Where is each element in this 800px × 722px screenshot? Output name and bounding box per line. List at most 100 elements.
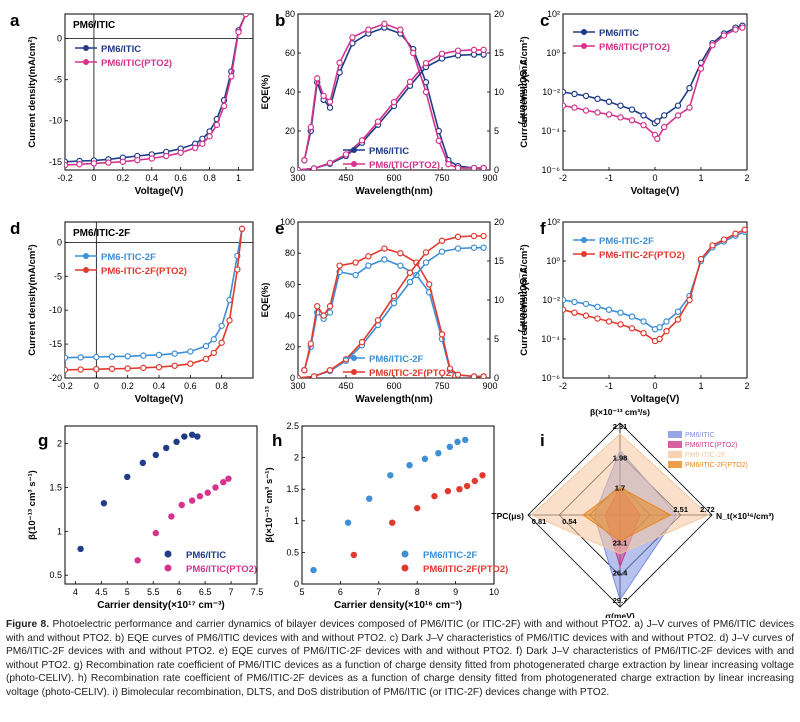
- data-point: [76, 161, 83, 168]
- data-point: [438, 331, 446, 338]
- data-point: [234, 266, 241, 273]
- y-tick-label: 10²: [547, 217, 560, 227]
- legend-swatch-marker: [83, 59, 89, 65]
- data-point: [431, 492, 438, 500]
- data-point: [314, 75, 321, 82]
- data-point: [124, 353, 131, 360]
- panel-h: h 5 6 7 8 9 10 0 0.5 1 1.5 2 2.5 Carrier density(×10¹…: [264, 421, 508, 611]
- x-tick-label: 2: [744, 381, 749, 391]
- data-point: [100, 500, 108, 507]
- data-point: [188, 431, 196, 438]
- data-point: [366, 495, 373, 502]
- data-point: [298, 374, 302, 378]
- data-point: [470, 232, 478, 240]
- y-tick-label: 10⁻⁶: [542, 165, 561, 175]
- data-point: [326, 104, 334, 111]
- data-point: [444, 487, 452, 495]
- data-point: [390, 292, 398, 300]
- data-point: [617, 114, 624, 121]
- x-tick-label: 4: [73, 587, 78, 597]
- y2-tick-label: 5: [494, 334, 499, 344]
- y2-tick-label: 15: [494, 256, 504, 266]
- y2-tick-label: 0: [494, 373, 499, 383]
- legend-label: PM6-ITIC-2F: [101, 252, 156, 263]
- data-point: [438, 248, 446, 255]
- x-tick-label: -0.2: [57, 381, 73, 391]
- data-point: [210, 349, 218, 357]
- data-point: [582, 92, 590, 100]
- y-axis-label: Current density(mA/cm²): [27, 244, 38, 355]
- x-tick-label: 5: [125, 587, 130, 597]
- x-tick-label: 0: [652, 173, 657, 183]
- data-point: [617, 309, 624, 316]
- y2-tick-label: 15: [494, 48, 504, 58]
- data-point: [640, 329, 647, 337]
- data-point: [298, 166, 302, 170]
- data-point: [188, 497, 196, 504]
- data-point: [674, 112, 682, 119]
- series-line: [65, 228, 243, 371]
- data-point: [320, 312, 327, 319]
- data-point: [228, 73, 235, 80]
- data-point: [314, 303, 321, 310]
- radar-series-polygon: [582, 486, 672, 542]
- x-axis-label: Wavelength(nm): [355, 186, 432, 197]
- data-point: [686, 104, 693, 111]
- radar-tick-label: 2.31: [613, 422, 628, 431]
- x-axis-label: Voltage(V): [631, 394, 680, 405]
- plot-area: [298, 232, 487, 378]
- data-point: [352, 259, 359, 266]
- x-tick-label: -2: [559, 173, 567, 183]
- legend-label: PM6-ITIC-2F: [599, 236, 654, 247]
- legend-label: PM6/ITIC: [101, 44, 141, 55]
- data-point: [594, 109, 601, 116]
- data-point: [697, 65, 705, 72]
- y-tick-label: 100: [280, 217, 295, 227]
- plot-area: [310, 436, 486, 574]
- panel-letter-i: i: [540, 431, 545, 450]
- data-point: [105, 159, 112, 166]
- panel-i: i β(×10⁻¹³ cm³/s) N_t(×10¹⁶/cm³) σ(meV) TPC(…: [491, 407, 774, 618]
- x-tick-label: 1: [698, 381, 703, 391]
- y-axis-label: β(×10⁻¹³ cm³ s⁻¹): [264, 467, 275, 542]
- radar-legend-swatch: [668, 461, 682, 468]
- data-point: [93, 353, 100, 361]
- legend-swatch-marker: [164, 550, 172, 558]
- y2-axis-label: J_SC(mA/cm²): [517, 60, 528, 125]
- plot-frame: [301, 425, 495, 585]
- data-point: [358, 137, 366, 144]
- data-point: [225, 475, 232, 482]
- data-point: [218, 322, 225, 329]
- radar-legend-swatch: [668, 441, 682, 448]
- data-point: [656, 335, 663, 343]
- legend-label: PM6/ITIC-2F: [369, 354, 424, 365]
- data-point: [365, 253, 372, 260]
- y-tick-label: 10⁻²: [542, 295, 560, 305]
- data-point: [720, 32, 728, 39]
- data-point: [220, 478, 227, 486]
- data-point: [108, 353, 116, 360]
- data-point: [177, 149, 184, 156]
- data-point: [617, 321, 624, 328]
- data-point: [406, 269, 414, 276]
- data-point: [307, 123, 314, 131]
- data-point: [661, 112, 668, 119]
- y-tick-label: 10⁻²: [542, 87, 560, 97]
- y-tick-label: -10: [49, 305, 62, 315]
- data-point: [406, 461, 413, 469]
- data-point: [454, 245, 462, 252]
- data-point: [470, 244, 478, 251]
- radar-tick-label: 2.51: [673, 505, 688, 514]
- y2-tick-label: 0: [494, 165, 499, 175]
- data-point: [674, 102, 682, 109]
- data-point: [171, 362, 178, 369]
- y-tick-label: 80: [285, 9, 295, 19]
- data-point: [663, 328, 670, 335]
- y2-tick-label: 20: [494, 9, 504, 19]
- data-point: [709, 242, 716, 249]
- legend-swatch-marker: [581, 29, 587, 35]
- panel-letter-g: g: [38, 431, 48, 450]
- data-point: [463, 482, 471, 490]
- y-axis-label: Current density(mA/cm²): [519, 36, 530, 147]
